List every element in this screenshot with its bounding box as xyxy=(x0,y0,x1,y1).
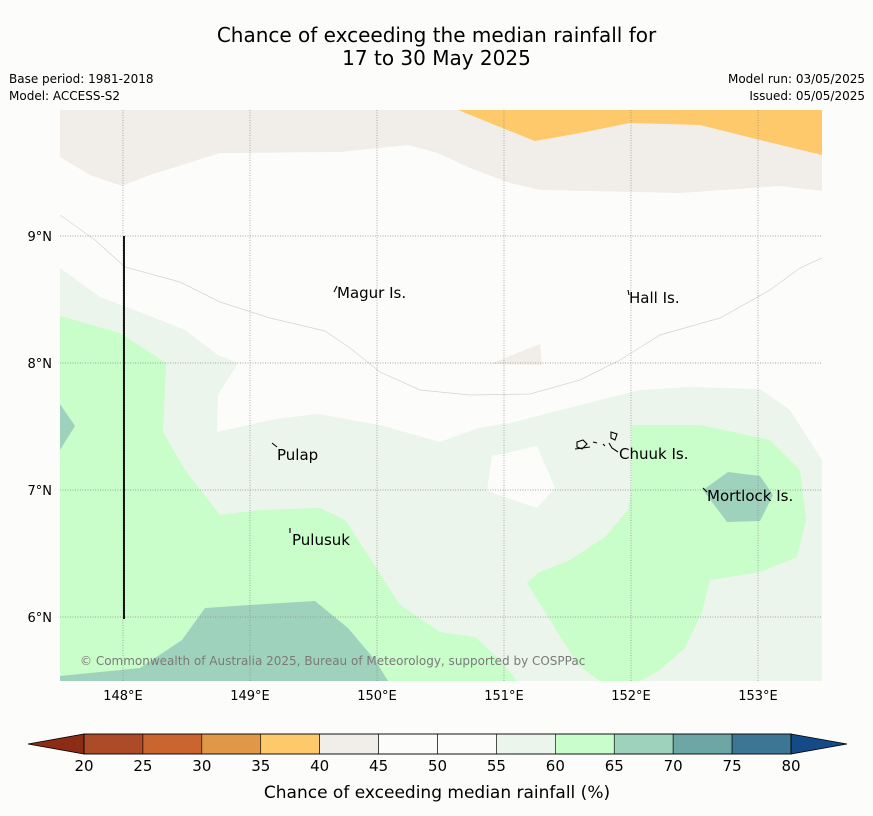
hall-island-mark xyxy=(627,289,630,296)
colorbar-frame xyxy=(83,733,792,755)
colorbar-tick-label: 70 xyxy=(664,757,683,775)
band-65-70-south xyxy=(60,601,388,681)
colorbar-segment xyxy=(83,733,144,755)
colorbar-segment xyxy=(378,733,438,755)
colorbar-segment xyxy=(142,733,203,755)
model-text: Model: ACCESS-S2 xyxy=(9,89,121,103)
copyright-text: © Commonwealth of Australia 2025, Bureau… xyxy=(80,654,585,668)
lat-tick-label: 8°N xyxy=(28,357,53,372)
base-period-text: Base period: 1981-2018 xyxy=(9,72,154,86)
colorbar-tick-label: 50 xyxy=(428,757,447,775)
colorbar-high-extension xyxy=(790,733,848,755)
colorbar-segment xyxy=(672,733,733,755)
place-label-mortlock: Mortlock Is. xyxy=(707,487,793,505)
issued-text: Issued: 05/05/2025 xyxy=(749,89,865,103)
place-label-pulusuk: Pulusuk xyxy=(292,531,350,549)
colorbar-segment xyxy=(437,733,497,755)
colorbar-low-extension xyxy=(27,733,85,755)
colorbar-tick-labels: 20 25 30 35 40 45 50 55 60 65 70 75 80 xyxy=(74,757,800,775)
island-marks xyxy=(271,285,708,533)
latitude-gridlines xyxy=(60,235,822,618)
band-65-70-west-edge xyxy=(60,404,75,450)
colorbar-segment xyxy=(731,733,792,755)
colorbar-tick-label: 75 xyxy=(723,757,742,775)
lon-tick-label: 148°E xyxy=(103,689,143,704)
band-35-40-north xyxy=(458,110,822,155)
lon-tick-labels: 148°E 149°E 150°E 151°E 152°E 153°E xyxy=(103,689,778,704)
colorbar-segment xyxy=(260,733,320,755)
place-label-magur: Magur Is. xyxy=(337,284,406,302)
colorbar-tick-label: 35 xyxy=(251,757,270,775)
mortlock-island-mark xyxy=(702,487,708,493)
colorbar-segment xyxy=(496,733,556,755)
colorbar-segment xyxy=(319,733,379,755)
lat-tick-label: 7°N xyxy=(28,484,53,499)
lon-tick-label: 150°E xyxy=(357,689,397,704)
colorbar-tick-label: 80 xyxy=(781,757,800,775)
meta-left: Base period: 1981-2018 Model: ACCESS-S2 xyxy=(9,71,154,105)
band-60-65-west xyxy=(60,316,517,681)
band-40-45-patch xyxy=(490,344,542,365)
lat-tick-label: 9°N xyxy=(28,230,53,245)
map-title-line2: 17 to 30 May 2025 xyxy=(342,46,531,70)
meta-right: Model run: 03/05/2025 Issued: 05/05/2025 xyxy=(728,71,865,105)
map-title-line1: Chance of exceeding the median rainfall … xyxy=(216,23,657,47)
colorbar-label: Chance of exceeding median rainfall (%) xyxy=(264,783,610,803)
colorbar-segment xyxy=(613,733,674,755)
lon-tick-label: 153°E xyxy=(738,689,778,704)
colorbar-tick-label: 40 xyxy=(310,757,329,775)
band-65-70-mortlock xyxy=(703,472,773,522)
lon-tick-label: 152°E xyxy=(611,689,651,704)
colorbar-segment xyxy=(555,733,615,755)
colorbar-tick-label: 65 xyxy=(605,757,624,775)
band-40-45-north xyxy=(60,110,822,193)
colorbar-tick-label: 20 xyxy=(74,757,93,775)
colorbar-tick-label: 30 xyxy=(192,757,211,775)
colorbar-segment xyxy=(201,733,262,755)
lon-tick-label: 151°E xyxy=(484,689,524,704)
lat-tick-label: 6°N xyxy=(28,611,53,626)
colorbar-tick-label: 25 xyxy=(133,757,152,775)
longitude-gridlines xyxy=(122,110,759,681)
colorbar: 20 25 30 35 40 45 50 55 60 65 70 75 80 Chance of exc… xyxy=(27,733,848,803)
map-area: Magur Is. Hall Is. Pulap Chuuk Is. Mortl… xyxy=(60,110,822,681)
colorbar-tick-label: 60 xyxy=(546,757,565,775)
lon-tick-label: 149°E xyxy=(230,689,270,704)
lat-tick-labels: 9°N 8°N 7°N 6°N xyxy=(28,230,53,626)
colorbar-segments xyxy=(83,733,792,755)
place-label-pulap: Pulap xyxy=(277,446,318,464)
colorbar-tick-label: 55 xyxy=(487,757,506,775)
magur-island-mark xyxy=(333,285,338,293)
place-label-hall: Hall Is. xyxy=(629,289,680,307)
colorbar-tick-label: 45 xyxy=(369,757,388,775)
pulap-island-mark xyxy=(271,442,278,448)
place-label-chuuk: Chuuk Is. xyxy=(619,445,688,463)
model-run-text: Model run: 03/05/2025 xyxy=(727,72,865,86)
contour-50 xyxy=(60,214,822,396)
chuuk-island-marks xyxy=(574,431,619,453)
